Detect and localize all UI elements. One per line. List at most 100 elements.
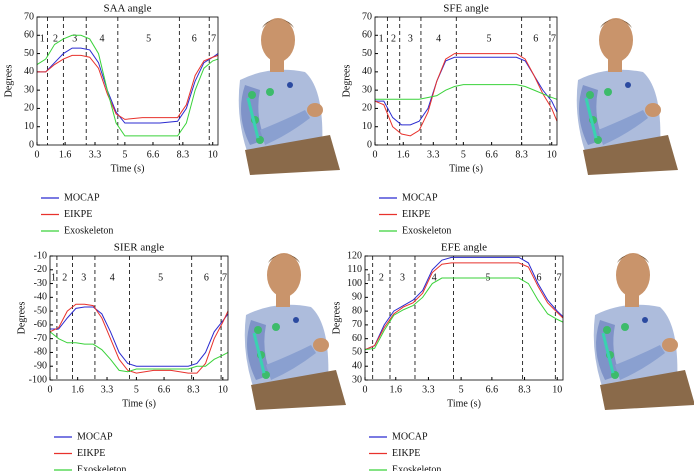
legend-label: Exoskeleton [402, 225, 451, 236]
plot-frame [364, 255, 564, 381]
chart-title: SIER angle [114, 242, 165, 254]
x-tick-label: 8.3 [177, 149, 190, 160]
legend-label: MOCAP [402, 192, 438, 203]
phase-label: 1 [366, 272, 371, 283]
phase-label: 4 [436, 33, 441, 44]
phase-label: 1 [40, 33, 45, 44]
data-line [364, 256, 564, 351]
x-tick-label: 6.6 [486, 384, 499, 395]
data-line [37, 47, 219, 124]
data-line [37, 54, 219, 120]
legend-label: Exoskeleton [392, 464, 441, 471]
x-axis-label: Time (s) [122, 398, 156, 409]
phase-label: 2 [62, 272, 67, 283]
y-tick-label: 60 [24, 30, 34, 41]
y-tick-label: 70 [352, 319, 362, 330]
legend-label: EIKPE [77, 448, 105, 459]
data-line [374, 53, 558, 137]
x-tick-label: 5 [134, 384, 139, 395]
y-tick-label: -60 [34, 319, 47, 330]
phase-label: 6 [204, 272, 209, 283]
data-line [364, 277, 564, 351]
data-line [49, 331, 229, 373]
y-tick-label: 70 [24, 11, 34, 22]
human-figure [575, 16, 680, 177]
plot-frame [49, 255, 229, 381]
data-line [49, 303, 229, 374]
y-tick-label: 30 [362, 84, 372, 95]
y-tick-label: 40 [24, 66, 34, 77]
y-tick-label: 0 [367, 139, 372, 150]
phase-label: 2 [53, 33, 58, 44]
phase-label: 6 [536, 272, 541, 283]
human-figure [592, 251, 694, 412]
phase-label: 3 [400, 272, 405, 283]
x-tick-label: 8.3 [515, 149, 528, 160]
y-tick-label: -20 [34, 264, 47, 275]
phase-label: 1 [51, 272, 56, 283]
y-tick-label: 30 [24, 84, 34, 95]
x-tick-label: 0 [48, 384, 53, 395]
y-tick-label: -30 [34, 278, 47, 289]
human-figure [237, 16, 342, 177]
y-tick-label: 80 [352, 305, 362, 316]
x-tick-label: 5 [459, 384, 464, 395]
legend-label: MOCAP [64, 192, 100, 203]
y-axis-label: Degrees [331, 302, 342, 335]
phase-label: 4 [100, 33, 105, 44]
phase-label: 6 [533, 33, 538, 44]
phase-label: 7 [551, 33, 556, 44]
phase-label: 5 [486, 33, 491, 44]
y-tick-label: -90 [34, 361, 47, 372]
phase-label: 1 [379, 33, 384, 44]
x-tick-label: 10 [547, 149, 557, 160]
y-tick-label: 10 [362, 121, 372, 132]
x-tick-label: 3.3 [422, 384, 435, 395]
x-axis-label: Time (s) [449, 163, 483, 174]
y-tick-label: 70 [362, 11, 372, 22]
phase-label: 5 [146, 33, 151, 44]
y-tick-label: 20 [24, 103, 34, 114]
legend-label: EIKPE [402, 209, 430, 220]
y-tick-label: 40 [362, 66, 372, 77]
plot-frame [36, 16, 219, 146]
legend-label: MOCAP [77, 431, 113, 442]
y-tick-label: 50 [362, 48, 372, 59]
chart-title: SFE angle [443, 3, 489, 15]
x-axis-label: Time (s) [111, 163, 145, 174]
phase-label: 3 [408, 33, 413, 44]
x-tick-label: 10 [208, 149, 218, 160]
y-tick-label: 60 [352, 333, 362, 344]
data-line [36, 34, 219, 137]
data-line [375, 84, 558, 100]
x-tick-label: 6.6 [485, 149, 498, 160]
y-tick-label: -10 [34, 250, 47, 261]
y-tick-label: 40 [352, 361, 362, 372]
y-tick-label: -50 [34, 305, 47, 316]
legend-label: Exoskeleton [77, 464, 126, 471]
y-tick-label: -70 [34, 333, 47, 344]
x-tick-label: 1.6 [59, 149, 72, 160]
x-tick-label: 8.3 [518, 384, 531, 395]
y-axis-label: Degrees [3, 65, 14, 98]
x-tick-label: 3.3 [427, 149, 440, 160]
x-tick-label: 10 [552, 384, 562, 395]
phase-label: 4 [110, 272, 115, 283]
y-tick-label: 60 [362, 30, 372, 41]
y-axis-label: Degrees [341, 65, 352, 98]
phase-label: 4 [432, 272, 437, 283]
x-tick-label: 3.3 [89, 149, 102, 160]
x-tick-label: 10 [218, 384, 228, 395]
phase-label: 2 [391, 33, 396, 44]
x-tick-label: 0 [373, 149, 378, 160]
y-tick-label: 20 [362, 103, 372, 114]
y-axis-label: Degrees [16, 302, 27, 335]
x-tick-label: 5 [461, 149, 466, 160]
data-line [364, 262, 564, 351]
legend-label: MOCAP [392, 431, 428, 442]
y-tick-label: -40 [34, 292, 47, 303]
x-tick-label: 1.6 [71, 384, 84, 395]
y-tick-label: 0 [29, 139, 34, 150]
plot-frame [374, 16, 558, 146]
phase-label: 3 [72, 33, 77, 44]
